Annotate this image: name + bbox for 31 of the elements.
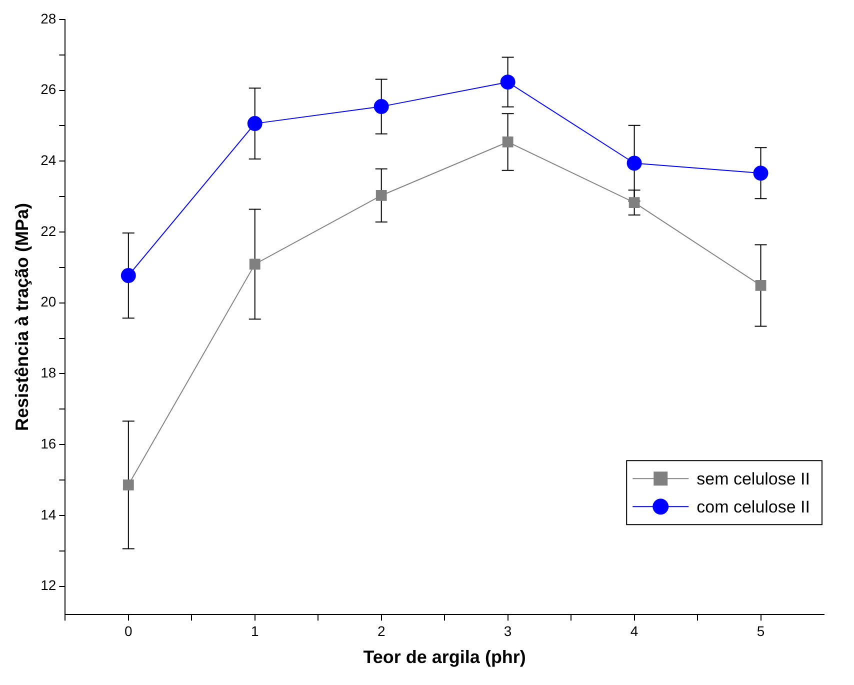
point xyxy=(626,156,642,171)
y-tick-label: 22 xyxy=(40,222,56,239)
y-tick-label: 18 xyxy=(40,364,56,381)
x-axis-title: Teor de argila (phr) xyxy=(363,647,526,668)
point xyxy=(500,74,516,90)
x-tick-label: 1 xyxy=(250,622,259,639)
y-axis-title: Resistência à tração (MPa) xyxy=(12,202,32,432)
point xyxy=(247,116,262,132)
x-tick-label: 5 xyxy=(756,622,765,639)
y-tick-label: 26 xyxy=(40,81,56,98)
y-tick-label: 14 xyxy=(40,506,56,522)
point xyxy=(120,268,136,284)
x-tick-label: 3 xyxy=(504,622,512,639)
y-tick-label: 20 xyxy=(40,294,56,310)
y-tick-label: 12 xyxy=(40,577,56,594)
point xyxy=(755,280,766,291)
x-tick-label: 4 xyxy=(630,622,638,639)
point xyxy=(376,190,387,201)
legend-label: sem celulose II xyxy=(696,469,810,488)
point xyxy=(374,99,389,114)
point xyxy=(122,479,134,490)
point xyxy=(502,136,514,148)
point xyxy=(628,197,640,208)
point xyxy=(249,258,260,270)
y-tick-label: 28 xyxy=(40,10,56,26)
y-tick-label: 24 xyxy=(40,152,56,168)
x-tick-label: 2 xyxy=(377,622,386,639)
y-tick-label: 16 xyxy=(40,435,56,452)
point xyxy=(753,166,768,181)
x-tick-label: 0 xyxy=(124,622,133,639)
legend-label: com celulose II xyxy=(696,497,810,516)
